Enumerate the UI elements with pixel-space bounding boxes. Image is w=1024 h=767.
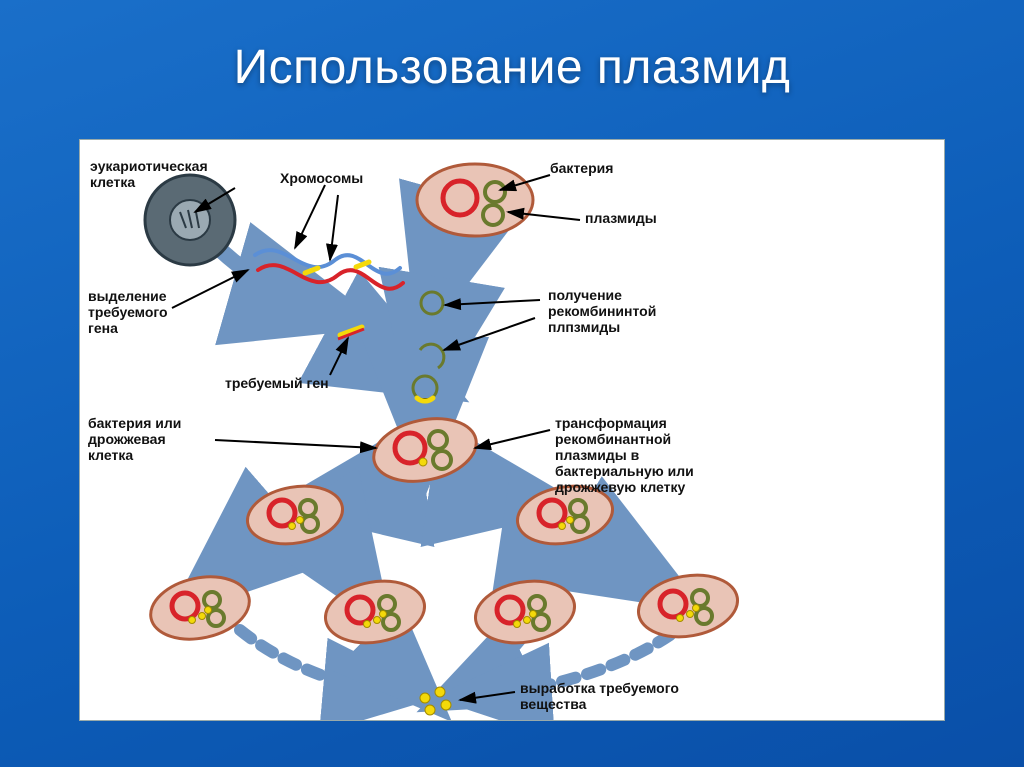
lbl-product: выработка требуемого вещества (520, 680, 679, 712)
lbl-bacterium: бактерия (550, 160, 613, 176)
lbl-recomb-plasmid: получение рекомбининтой плпзмиды (548, 287, 656, 335)
slide-title: Использование плазмид (0, 40, 1024, 95)
diagram-svg (80, 140, 944, 720)
lbl-target-gene: требуемый ген (225, 375, 329, 391)
lbl-eukaryote: эукариотическая клетка (90, 158, 208, 190)
lbl-extract-gene: выделение требуемого гена (88, 288, 168, 336)
lbl-host-cell: бактерия или дрожжевая клетка (88, 415, 181, 463)
lbl-chromosomes: Хромосомы (280, 170, 363, 186)
diagram-panel: эукариотическая клетка Хромосомы бактери… (80, 140, 944, 720)
lbl-plasmids: плазмиды (585, 210, 657, 226)
lbl-transform: трансформация рекомбинантной плазмиды в … (555, 415, 694, 495)
